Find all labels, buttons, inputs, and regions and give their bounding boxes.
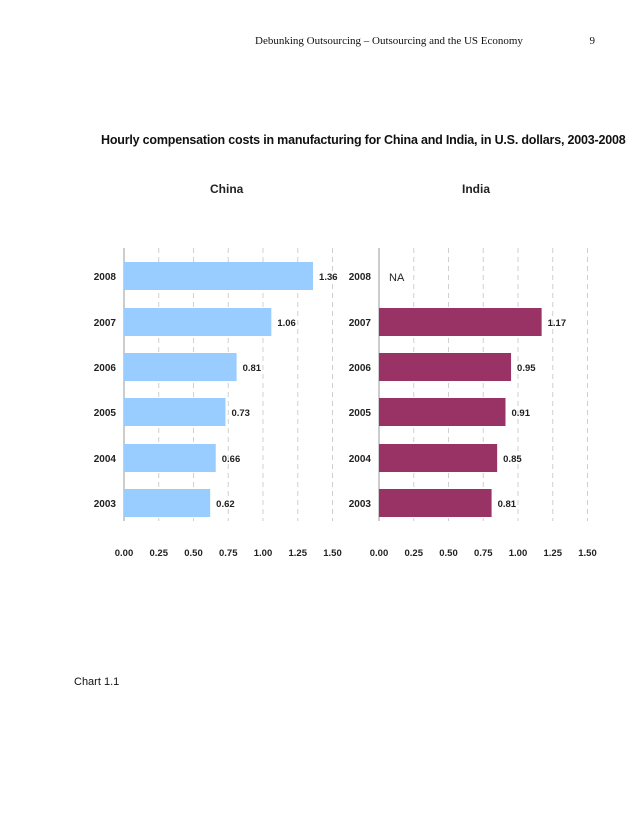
y-tick-label-india: 2003 — [349, 499, 372, 510]
x-tick-label-china: 1.25 — [289, 548, 308, 559]
data-label-india: 0.91 — [511, 408, 530, 419]
page-header: Debunking Outsourcing – Outsourcing and … — [255, 35, 595, 47]
panel-title-china: China — [210, 182, 244, 196]
y-tick-label-india: 2006 — [349, 363, 372, 374]
bar-china — [124, 489, 211, 517]
x-tick-label-china: 0.25 — [150, 548, 169, 559]
y-tick-label-china: 2006 — [94, 363, 117, 374]
data-label-china: 0.81 — [243, 363, 262, 374]
x-tick-label-india: 1.50 — [578, 548, 597, 559]
panel-title-india: India — [462, 182, 491, 196]
x-tick-label-india: 1.00 — [509, 548, 528, 559]
bar-china — [124, 353, 237, 381]
y-tick-label-china: 2004 — [94, 454, 117, 465]
y-tick-label-china: 2005 — [94, 408, 117, 419]
bar-india — [379, 444, 498, 472]
y-tick-label-china: 2007 — [94, 318, 117, 329]
page-number: 9 — [589, 35, 596, 47]
x-tick-label-china: 0.75 — [219, 548, 238, 559]
data-label-china: 1.36 — [319, 272, 338, 283]
y-tick-label-china: 2008 — [94, 272, 117, 283]
data-label-india: 0.85 — [503, 454, 522, 465]
data-label-china: 0.73 — [231, 408, 250, 419]
x-tick-label-china: 0.00 — [115, 548, 134, 559]
y-tick-label-india: 2004 — [349, 454, 372, 465]
bar-india — [379, 398, 506, 426]
data-label-china: 1.06 — [277, 318, 296, 329]
x-tick-label-india: 0.75 — [474, 548, 493, 559]
y-tick-label-india: 2007 — [349, 318, 372, 329]
bar-india — [379, 353, 512, 381]
bar-china — [124, 398, 226, 426]
x-tick-label-india: 0.25 — [405, 548, 424, 559]
running-title: Debunking Outsourcing – Outsourcing and … — [255, 35, 523, 47]
y-tick-label-india: 2005 — [349, 408, 372, 419]
bar-china — [124, 444, 216, 472]
x-tick-label-india: 1.25 — [544, 548, 563, 559]
bar-india — [379, 308, 542, 336]
data-label-china: 0.62 — [216, 499, 235, 510]
data-label-india: 0.95 — [517, 363, 536, 374]
data-label-china: 0.66 — [222, 454, 241, 465]
data-label-india: 1.17 — [548, 318, 567, 329]
bar-china — [124, 308, 272, 336]
bar-india — [379, 489, 492, 517]
data-label-india: NA — [389, 272, 405, 284]
x-tick-label-india: 0.00 — [370, 548, 389, 559]
x-tick-label-china: 1.00 — [254, 548, 273, 559]
x-tick-label-china: 0.50 — [184, 548, 203, 559]
x-tick-label-china: 1.50 — [323, 548, 342, 559]
chart-caption: Chart 1.1 — [74, 676, 120, 688]
y-tick-label-china: 2003 — [94, 499, 117, 510]
x-tick-label-india: 0.50 — [439, 548, 458, 559]
data-label-india: 0.81 — [498, 499, 517, 510]
chart-title: Hourly compensation costs in manufacturi… — [101, 133, 626, 147]
y-tick-label-india: 2008 — [349, 272, 372, 283]
bar-china — [124, 262, 314, 290]
